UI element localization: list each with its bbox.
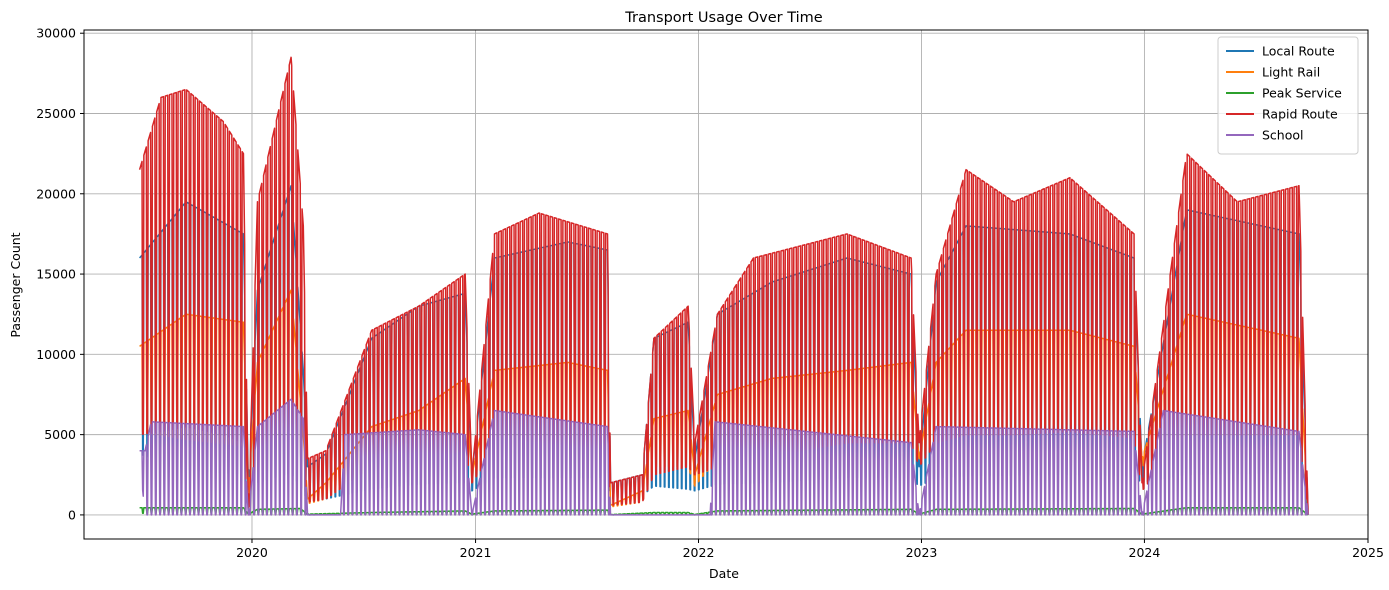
legend-label: School xyxy=(1262,128,1304,143)
y-axis: 0 5000 10000 15000 20000 25000 30000 xyxy=(36,26,84,522)
x-tick-label: 2022 xyxy=(683,545,715,560)
y-tick-label: 5000 xyxy=(44,427,76,442)
y-tick-label: 10000 xyxy=(36,347,76,362)
chart-title: Transport Usage Over Time xyxy=(624,10,822,26)
x-axis: 2020 2021 2022 2023 2024 2025 xyxy=(236,539,1384,560)
legend: Local Route Light Rail Peak Service Rapid R… xyxy=(1217,36,1359,155)
y-tick-label: 0 xyxy=(68,507,76,522)
y-tick-label: 25000 xyxy=(36,106,76,121)
legend-label: Peak Service xyxy=(1262,86,1342,101)
series-layer xyxy=(138,56,1309,516)
x-tick-label: 2023 xyxy=(906,545,938,560)
y-axis-title: Passenger Count xyxy=(8,232,23,337)
legend-label: Local Route xyxy=(1262,44,1335,59)
y-tick-label: 20000 xyxy=(36,186,76,201)
legend-label: Rapid Route xyxy=(1262,107,1338,122)
axes-frame xyxy=(83,29,1369,540)
plot-area xyxy=(138,56,1309,516)
y-tick-label: 15000 xyxy=(36,267,76,282)
x-tick-label: 2021 xyxy=(460,545,492,560)
legend-box xyxy=(1217,36,1359,155)
y-tick-label: 30000 xyxy=(36,26,76,41)
x-axis-title: Date xyxy=(709,566,739,581)
legend-label: Light Rail xyxy=(1262,65,1320,80)
x-tick-label: 2020 xyxy=(236,545,268,560)
x-tick-label: 2025 xyxy=(1352,545,1384,560)
series-line-school xyxy=(139,398,1309,516)
x-tick-label: 2024 xyxy=(1129,545,1161,560)
